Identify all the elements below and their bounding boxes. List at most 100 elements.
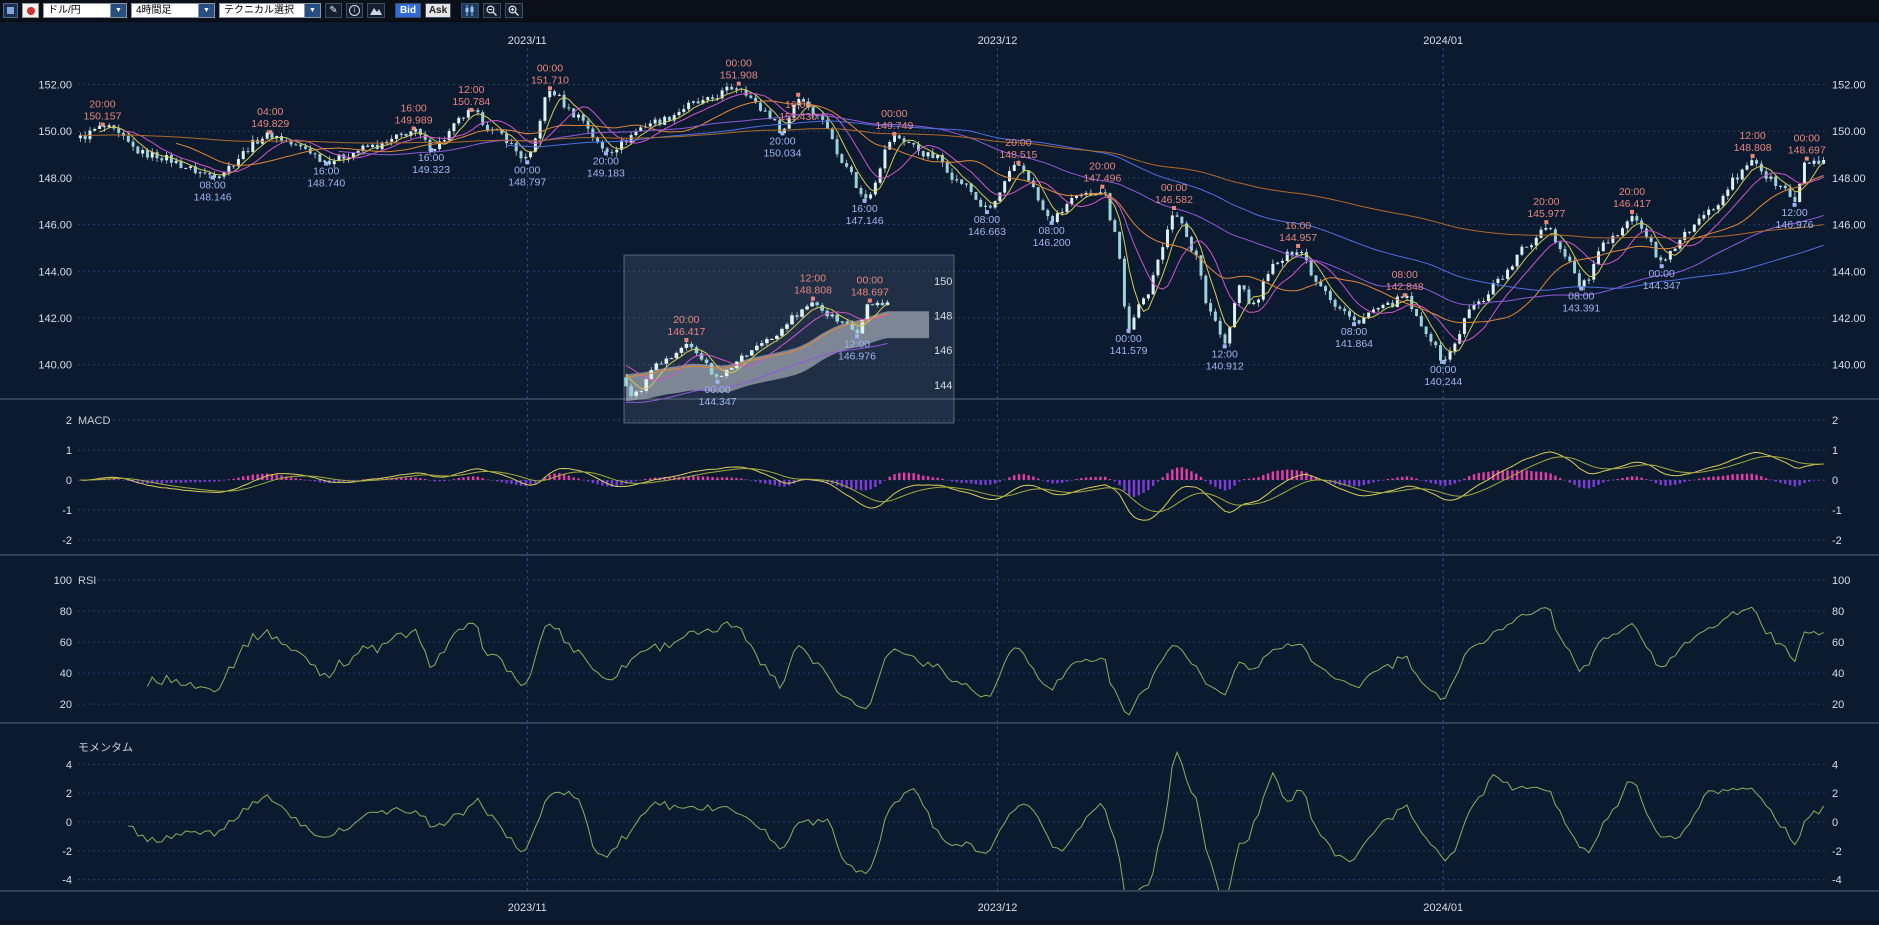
bid-button[interactable]: Bid bbox=[395, 3, 421, 18]
svg-text:144.00: 144.00 bbox=[38, 266, 72, 278]
pair-select-chevron-down-icon[interactable]: ▼ bbox=[110, 3, 127, 18]
svg-text:12:00: 12:00 bbox=[1739, 130, 1765, 142]
svg-text:20:00: 20:00 bbox=[769, 135, 795, 147]
svg-text:20: 20 bbox=[1832, 699, 1844, 711]
svg-text:144.00: 144.00 bbox=[1832, 266, 1866, 278]
inset-cloud bbox=[626, 311, 929, 402]
svg-text:2: 2 bbox=[66, 788, 72, 800]
svg-text:100: 100 bbox=[54, 575, 72, 587]
svg-text:00:00: 00:00 bbox=[704, 384, 730, 396]
grid bbox=[78, 48, 1826, 891]
chart-area[interactable]: 152.00 152.00 150.00 150.00 148.00 148.00 146.… bbox=[0, 22, 1879, 925]
zoom-out-button[interactable] bbox=[483, 3, 501, 18]
timeframe-select[interactable]: 4時間足 ▼ bbox=[131, 3, 215, 18]
svg-text:08:00: 08:00 bbox=[1038, 225, 1064, 237]
svg-text:4: 4 bbox=[66, 759, 72, 771]
svg-text:1: 1 bbox=[1832, 445, 1838, 457]
svg-text:144.957: 144.957 bbox=[1279, 232, 1317, 244]
svg-text:12:00: 12:00 bbox=[458, 84, 484, 96]
moving-averages bbox=[80, 88, 1824, 353]
svg-text:148.146: 148.146 bbox=[194, 191, 232, 203]
svg-text:141.864: 141.864 bbox=[1335, 338, 1373, 350]
svg-text:146.00: 146.00 bbox=[38, 220, 72, 232]
date-label-top: 2023/12 bbox=[978, 35, 1018, 47]
pair-select-value: ドル/円 bbox=[43, 3, 110, 18]
candles bbox=[78, 82, 1826, 365]
svg-text:12:00: 12:00 bbox=[844, 338, 870, 350]
svg-text:-1: -1 bbox=[62, 505, 72, 517]
svg-text:148.697: 148.697 bbox=[851, 287, 889, 299]
technical-select[interactable]: テクニカル選択 ▼ bbox=[219, 3, 321, 18]
svg-text:0: 0 bbox=[66, 475, 72, 487]
info-button[interactable]: i bbox=[346, 3, 363, 18]
pair-select[interactable]: ドル/円 ▼ bbox=[43, 3, 127, 18]
svg-text:143.391: 143.391 bbox=[1562, 303, 1600, 315]
svg-text:2: 2 bbox=[1832, 788, 1838, 800]
toolbar: ドル/円 ▼ 4時間足 ▼ テクニカル選択 ▼ ✎ i Bid Ask bbox=[0, 0, 1879, 22]
svg-text:16:00: 16:00 bbox=[313, 166, 339, 178]
svg-text:20:00: 20:00 bbox=[1619, 186, 1645, 198]
ma-line-55 bbox=[338, 113, 1824, 306]
svg-text:148.740: 148.740 bbox=[307, 178, 345, 190]
price-annotations: 20:00150.15708:00148.14604:00149.82916:0… bbox=[83, 58, 1825, 388]
draw-tool-button[interactable]: ✎ bbox=[325, 3, 342, 18]
svg-text:20:00: 20:00 bbox=[593, 155, 619, 167]
inset-axis-labels: 150 148 146 144 bbox=[934, 276, 952, 392]
inset-preview[interactable]: 15014814614412:00148.80800:00148.69720:0… bbox=[623, 254, 955, 424]
svg-text:146.976: 146.976 bbox=[1776, 219, 1814, 231]
svg-text:00:00: 00:00 bbox=[857, 275, 883, 287]
svg-text:148.808: 148.808 bbox=[794, 285, 832, 297]
svg-text:20:00: 20:00 bbox=[1533, 196, 1559, 208]
svg-text:140.244: 140.244 bbox=[1424, 376, 1462, 388]
info-icon: i bbox=[349, 5, 360, 16]
svg-text:148.515: 148.515 bbox=[999, 149, 1037, 161]
date-label-bottom: 2023/12 bbox=[978, 902, 1018, 914]
timeframe-select-value: 4時間足 bbox=[131, 3, 198, 18]
zoom-in-button[interactable] bbox=[505, 3, 523, 18]
svg-text:80: 80 bbox=[60, 606, 72, 618]
svg-text:40: 40 bbox=[1832, 668, 1844, 680]
svg-text:144: 144 bbox=[934, 380, 952, 392]
svg-text:151.710: 151.710 bbox=[531, 74, 569, 86]
svg-text:141.579: 141.579 bbox=[1110, 345, 1148, 357]
svg-text:08:00: 08:00 bbox=[974, 214, 1000, 226]
svg-text:146.582: 146.582 bbox=[1155, 194, 1193, 206]
svg-text:142.00: 142.00 bbox=[1832, 313, 1866, 325]
svg-text:148.00: 148.00 bbox=[38, 173, 72, 185]
svg-text:150.034: 150.034 bbox=[763, 147, 801, 159]
svg-text:80: 80 bbox=[1832, 606, 1844, 618]
macd-title: MACD bbox=[78, 415, 110, 427]
chart-style-button[interactable] bbox=[461, 3, 479, 18]
inset-ma-line-5 bbox=[625, 303, 888, 390]
timeframe-select-chevron-down-icon[interactable]: ▼ bbox=[198, 3, 215, 18]
svg-text:146.00: 146.00 bbox=[1832, 220, 1866, 232]
svg-text:151.430: 151.430 bbox=[779, 111, 817, 123]
inset-ma-line-55 bbox=[626, 342, 888, 403]
svg-text:2: 2 bbox=[66, 415, 72, 427]
svg-text:16:00: 16:00 bbox=[785, 99, 811, 111]
inset-ma-line-10 bbox=[625, 311, 888, 381]
technical-select-chevron-down-icon[interactable]: ▼ bbox=[304, 3, 321, 18]
pencil-icon: ✎ bbox=[329, 5, 338, 16]
svg-text:16:00: 16:00 bbox=[851, 203, 877, 215]
candlestick-icon bbox=[465, 5, 474, 16]
svg-text:20:00: 20:00 bbox=[673, 314, 699, 326]
ask-button[interactable]: Ask bbox=[425, 3, 451, 18]
svg-text:149.323: 149.323 bbox=[412, 164, 450, 176]
svg-text:140.00: 140.00 bbox=[38, 360, 72, 372]
chart-type-button[interactable] bbox=[367, 3, 385, 18]
